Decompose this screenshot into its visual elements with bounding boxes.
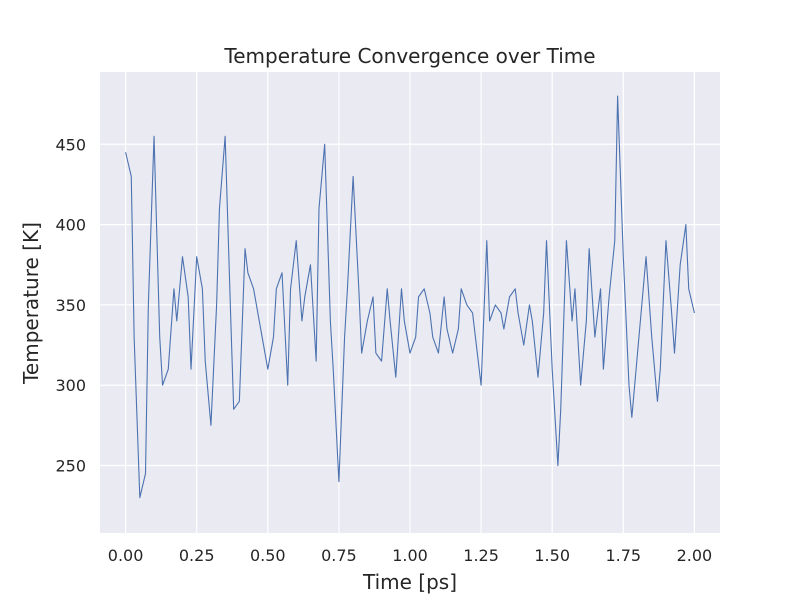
y-tick-label: 300 — [55, 376, 86, 395]
x-axis-label: Time [ps] — [362, 570, 457, 594]
y-tick-label: 350 — [55, 296, 86, 315]
x-tick-label: 1.50 — [534, 546, 570, 565]
y-tick-label: 450 — [55, 135, 86, 154]
x-tick-label: 0.50 — [250, 546, 286, 565]
x-tick-label: 0.00 — [108, 546, 144, 565]
y-tick-label: 250 — [55, 457, 86, 476]
x-tick-label: 0.25 — [179, 546, 215, 565]
x-tick-label: 0.75 — [321, 546, 357, 565]
temperature-series-line — [125, 95, 695, 499]
y-tick-label: 400 — [55, 216, 86, 235]
x-tick-label: 1.75 — [605, 546, 641, 565]
x-tick-label: 1.25 — [463, 546, 499, 565]
x-tick-label: 2.00 — [677, 546, 713, 565]
x-tick-label: 1.00 — [392, 546, 428, 565]
chart-title: Temperature Convergence over Time — [223, 44, 595, 68]
y-tick-labels: 250 300 350 400 450 — [55, 135, 86, 475]
y-axis-label: Temperature [K] — [19, 222, 43, 385]
x-tick-labels: 0.00 0.25 0.50 0.75 1.00 1.25 1.50 1.75 2.00 — [108, 546, 712, 565]
grid-lines — [100, 72, 720, 533]
